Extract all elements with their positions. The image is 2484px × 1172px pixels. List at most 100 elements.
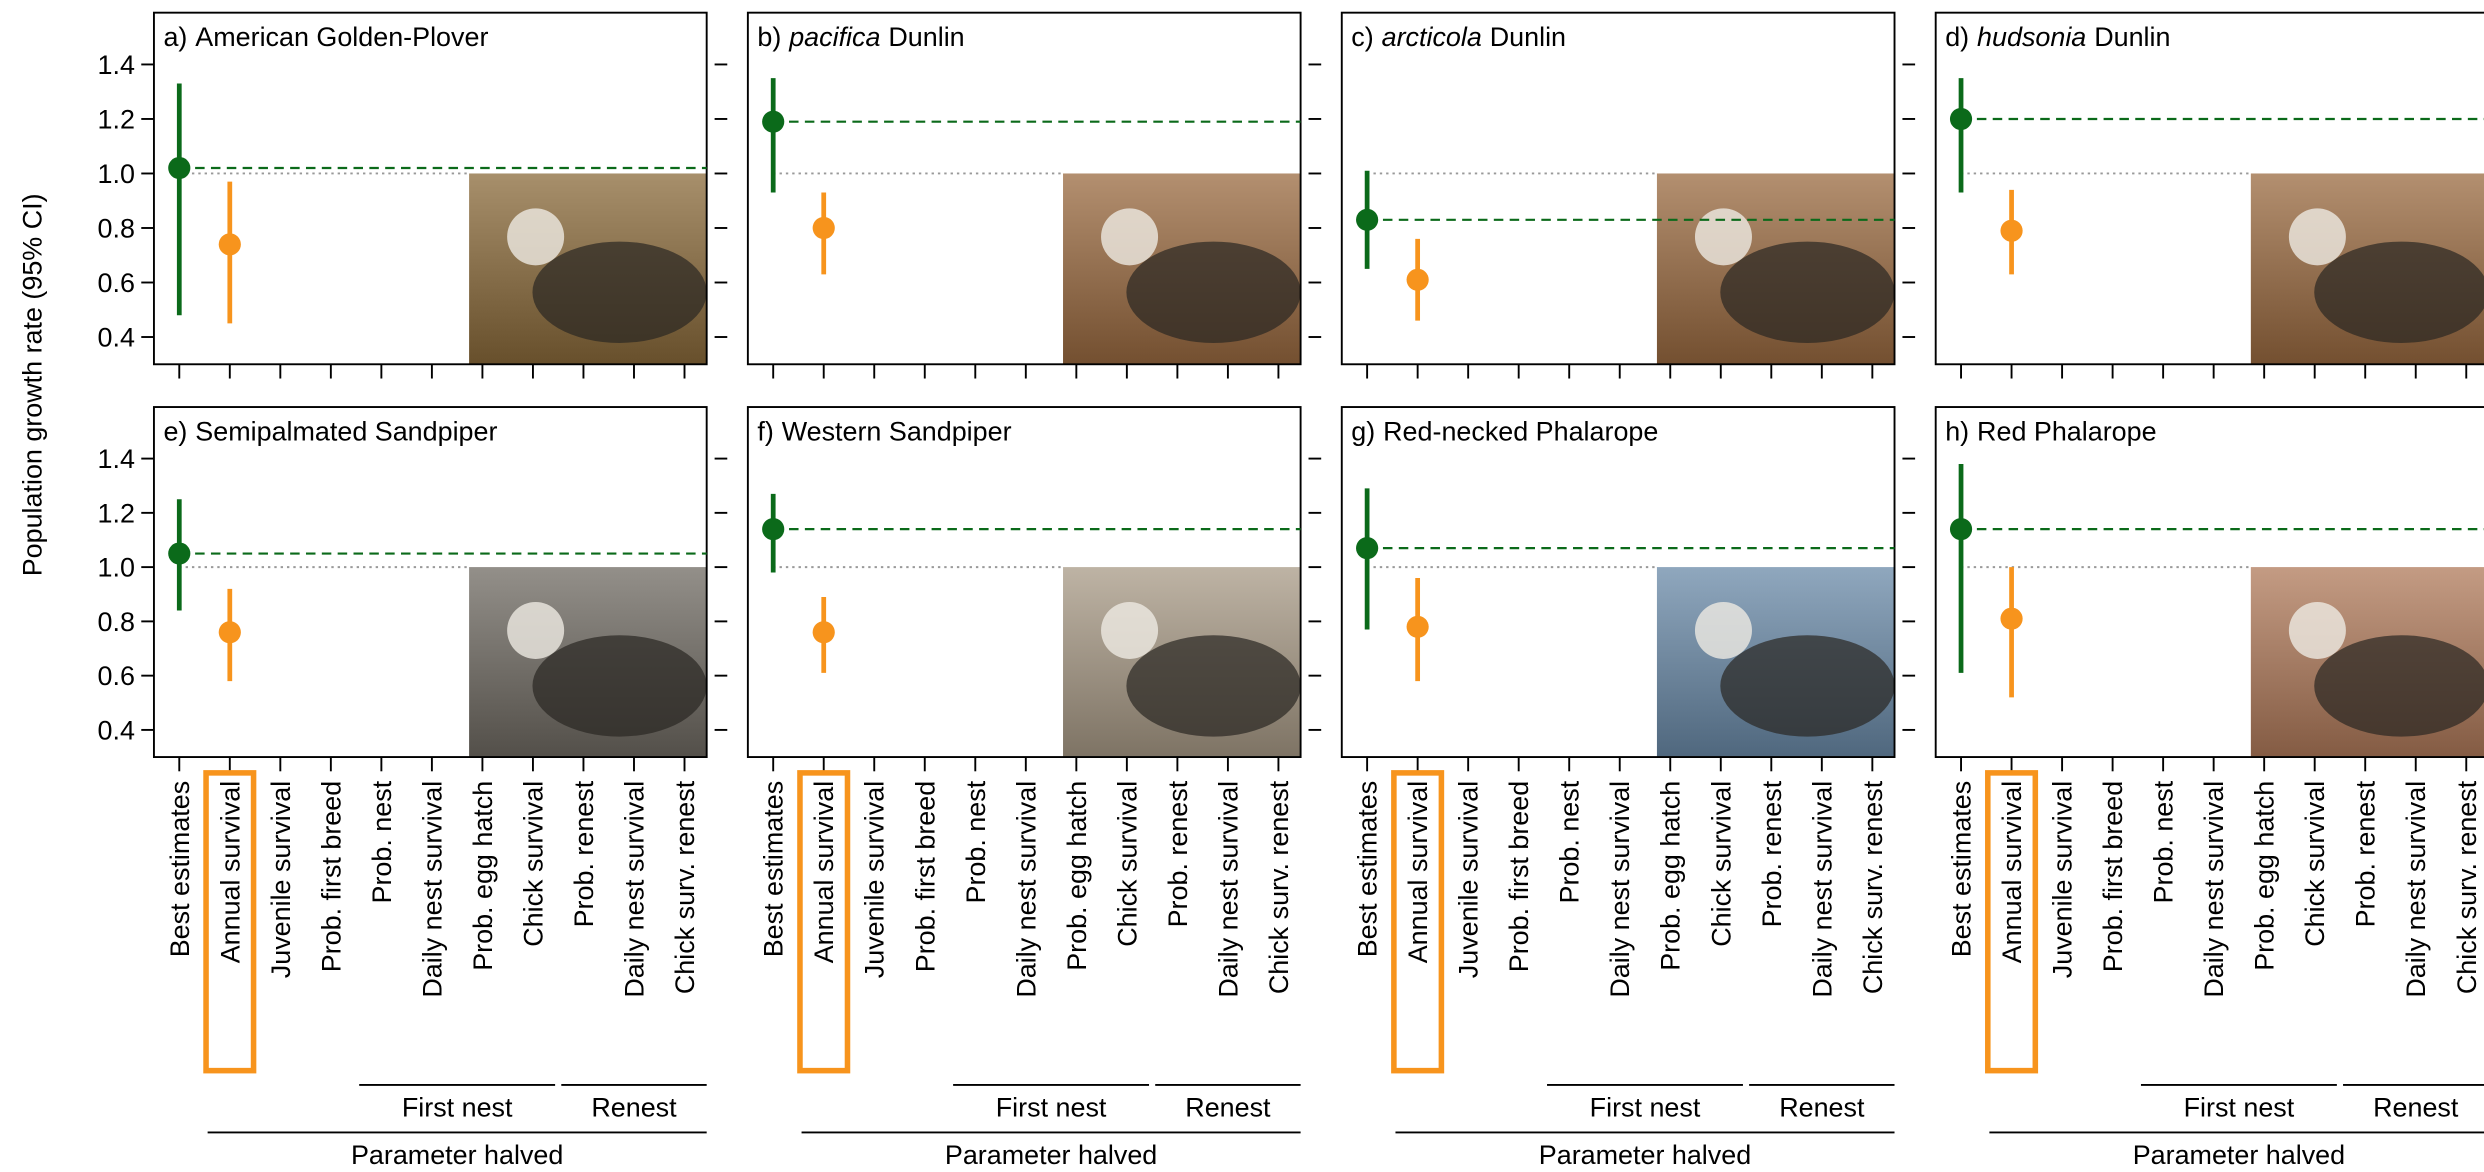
- y-tick-label: 1.0: [98, 553, 135, 583]
- x-tick-label: Prob. first breed: [910, 781, 940, 972]
- bird-head: [1101, 602, 1158, 659]
- x-tick-label: Annual survival: [809, 781, 839, 963]
- x-tick-label: Annual survival: [1997, 781, 2027, 963]
- panel-title: c) arcticola Dunlin: [1351, 22, 1566, 52]
- panel: 0.40.60.81.01.21.4a)American Golden-Plov…: [98, 13, 707, 379]
- x-tick-label: Prob. egg hatch: [468, 781, 498, 971]
- x-tick-label: Prob. first breed: [1504, 781, 1534, 972]
- x-tick-label: Prob. renest: [2351, 780, 2381, 927]
- panel: Best estimates Annual survival Juvenile su…: [1309, 407, 1895, 1170]
- point: [1407, 616, 1429, 638]
- x-tick-label: Chick surv. renest: [1264, 780, 1294, 994]
- x-tick-label: Best estimates: [1947, 781, 1977, 957]
- x-tick-label: Chick surv. renest: [670, 780, 700, 994]
- x-tick-label: Prob. first breed: [2098, 781, 2128, 972]
- x-tick-label: Chick survival: [1112, 781, 1142, 947]
- y-tick-label: 0.6: [98, 661, 135, 691]
- bird-body: [1126, 635, 1300, 736]
- title-italic: arcticola: [1382, 22, 1482, 52]
- group-label: Parameter halved: [945, 1140, 1157, 1170]
- x-tick-label: Chick survival: [518, 781, 548, 947]
- x-tick-label: Chick surv. renest: [2452, 780, 2482, 994]
- x-tick-label: Chick survival: [2300, 781, 2330, 947]
- panel-title: d) hudsonia Dunlin: [1945, 22, 2170, 52]
- title-text: Western Sandpiper: [782, 416, 1012, 446]
- point: [1356, 209, 1378, 231]
- group-label: First nest: [2184, 1093, 2295, 1123]
- group-label: First nest: [1590, 1093, 1701, 1123]
- point: [762, 111, 784, 133]
- group-label: First nest: [402, 1093, 513, 1123]
- title-italic: hudsonia: [1977, 22, 2086, 52]
- point: [168, 157, 190, 179]
- group-label: Renest: [1779, 1093, 1865, 1123]
- title-text: Dunlin: [2094, 22, 2170, 52]
- x-tick-label: Daily nest survival: [1213, 781, 1243, 998]
- x-tick-label: Prob. nest: [367, 780, 397, 903]
- panel-title: h)Red Phalarope: [1945, 416, 2156, 446]
- title-prefix: d): [1945, 22, 1969, 52]
- y-tick-label: 0.8: [98, 607, 135, 637]
- x-tick-label: Prob. renest: [1757, 780, 1787, 927]
- bird-head: [1695, 208, 1752, 265]
- page: Population growth rate (95% CI) 0.40.60.…: [0, 0, 2484, 1172]
- x-tick-label: Daily nest survival: [2199, 781, 2229, 998]
- y-tick-label: 0.6: [98, 268, 135, 298]
- x-tick-label: Juvenile survival: [860, 781, 890, 978]
- title-prefix: e): [163, 416, 187, 446]
- title-prefix: c): [1351, 22, 1373, 52]
- point: [168, 542, 190, 564]
- point: [813, 621, 835, 643]
- x-tick-label: Prob. first breed: [316, 781, 346, 972]
- point: [2000, 608, 2022, 630]
- bird-head: [2289, 602, 2346, 659]
- bird-head: [1101, 208, 1158, 265]
- panel: d) hudsonia Dunlin: [1902, 13, 2484, 379]
- y-tick-label: 1.2: [98, 104, 135, 134]
- figure: Population growth rate (95% CI) 0.40.60.…: [0, 0, 2484, 1172]
- bird-body: [2314, 635, 2484, 736]
- title-text: Dunlin: [1490, 22, 1566, 52]
- point: [2000, 220, 2022, 242]
- group-label: Parameter halved: [1539, 1140, 1751, 1170]
- title-text: Dunlin: [888, 22, 964, 52]
- title-prefix: h): [1945, 416, 1969, 446]
- x-tick-label: Prob. nest: [1555, 780, 1585, 903]
- y-tick-label: 0.4: [98, 715, 135, 745]
- group-label: Renest: [1185, 1093, 1271, 1123]
- panel-title: f)Western Sandpiper: [757, 416, 1011, 446]
- bird-body: [1720, 242, 1894, 343]
- x-tick-label: Prob. nest: [961, 780, 991, 903]
- title-italic: pacifica: [788, 22, 880, 52]
- x-tick-label: Juvenile survival: [1454, 781, 1484, 978]
- group-label: Parameter halved: [2133, 1140, 2345, 1170]
- group-label: First nest: [996, 1093, 1107, 1123]
- point: [1407, 269, 1429, 291]
- x-tick-label: Daily nest survival: [2401, 781, 2431, 998]
- title-prefix: a): [163, 22, 187, 52]
- x-tick-label: Daily nest survival: [1807, 781, 1837, 998]
- x-tick-label: Annual survival: [1403, 781, 1433, 963]
- bird-head: [1695, 602, 1752, 659]
- x-tick-label: Prob. egg hatch: [1062, 781, 1092, 971]
- point: [1950, 108, 1972, 130]
- x-tick-label: Best estimates: [759, 781, 789, 957]
- bird-head: [507, 602, 564, 659]
- x-tick-label: Daily nest survival: [1011, 781, 1041, 998]
- y-tick-label: 1.0: [98, 159, 135, 189]
- panel-title: e)Semipalmated Sandpiper: [163, 416, 497, 446]
- x-tick-label: Best estimates: [1353, 781, 1383, 957]
- bird-body: [1720, 635, 1894, 736]
- panel: Best estimates Annual survival Juvenile su…: [1902, 407, 2484, 1170]
- y-tick-label: 0.4: [98, 323, 135, 353]
- bird-body: [532, 635, 706, 736]
- panel-title: a)American Golden-Plover: [163, 22, 488, 52]
- point: [762, 518, 784, 540]
- title-prefix: g): [1351, 416, 1375, 446]
- x-tick-label: Juvenile survival: [2048, 781, 2078, 978]
- x-tick-label: Juvenile survival: [266, 781, 296, 978]
- point: [1356, 537, 1378, 559]
- x-tick-label: Prob. renest: [1163, 780, 1193, 927]
- point: [219, 233, 241, 255]
